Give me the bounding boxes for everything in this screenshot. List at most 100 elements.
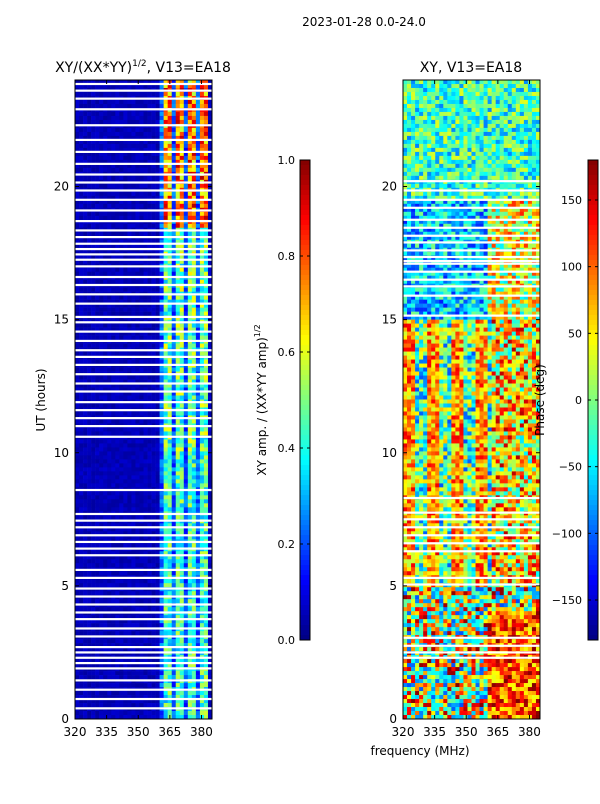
left-flagged-row [75,554,212,556]
right-y-tick-label: 0 [389,712,397,726]
left-flagged-row [75,667,212,669]
left-flagged-row [75,707,212,709]
left-flagged-row [75,220,212,222]
left-colorbar-tick-label: 0.4 [278,442,296,455]
right-flagged-row [403,526,540,528]
left-x-tick-label: 380 [190,725,213,739]
right-flagged-row [403,189,540,191]
right-flagged-row [403,199,540,201]
left-flagged-row [75,229,212,231]
right-heatmap-cells [403,80,540,719]
left-flagged-row [75,390,212,392]
right-flagged-row [403,249,540,251]
left-flagged-row [75,417,212,419]
left-flagged-row [75,209,212,211]
left-flagged-row [75,618,212,620]
left-flagged-row [75,189,212,191]
left-flagged-row [75,689,212,691]
right-x-tick-label: 365 [486,725,509,739]
right-flagged-row [403,645,540,647]
shared-x-axis-label: frequency (MHz) [370,744,469,758]
left-flagged-row [75,248,212,250]
left-colorbar-label-main: XY amp. / (XX*YY amp) [255,337,269,475]
left-colorbar-tick-label: 0.2 [278,538,296,551]
right-flagged-row [403,518,540,520]
right-x-tick-label: 380 [518,725,541,739]
left-flagged-row [75,520,212,522]
left-flagged-row [75,253,212,255]
left-flagged-row [75,181,212,183]
left-flagged-row [75,83,212,85]
right-flagged-row [403,180,540,182]
left-heatmap-cells [75,80,212,719]
left-panel-title-exponent: 1/2 [132,59,146,69]
right-colorbar-tick-label: 150 [561,194,582,207]
left-flagged-row [75,526,212,528]
left-flagged-row [75,679,212,681]
left-flagged-row [75,401,212,403]
right-flagged-row [403,241,540,243]
left-panel-title-main: XY/(XX*YY) [55,60,132,76]
left-colorbar-tick-label: 0.8 [278,250,296,263]
left-x-tick-label: 335 [95,725,118,739]
left-flagged-row [75,489,212,491]
right-flagged-row [403,219,540,221]
right-flagged-row [403,583,540,585]
right-flagged-row [403,637,540,639]
left-flagged-row [75,276,212,278]
left-flagged-row [75,356,212,358]
left-flagged-row [75,284,212,286]
left-flagged-row [75,259,212,261]
left-flagged-row [75,698,212,700]
right-flagged-row [403,550,540,552]
left-y-tick-label: 10 [54,446,69,460]
left-flagged-row [75,627,212,629]
right-colorbar-tick-label: 0 [575,394,582,407]
figure-suptitle: 2023-01-28 0.0-24.0 [302,15,426,29]
right-flagged-row [403,263,540,265]
left-flagged-row [75,657,212,659]
left-y-axis-label: UT (hours) [34,368,48,431]
left-colorbar-label-exponent: 1/2 [253,324,262,337]
right-flagged-row [403,315,540,317]
left-flagged-row [75,265,212,267]
right-y-tick-label: 10 [382,446,397,460]
left-flagged-row [75,108,212,110]
left-flagged-row [75,436,212,438]
right-flagged-row [403,256,540,258]
left-colorbar-tick-label: 0.0 [278,634,296,647]
left-flagged-row [75,569,212,571]
right-flagged-row [403,271,540,273]
right-flagged-row [403,651,540,653]
left-flagged-row [75,651,212,653]
left-flagged-row [75,548,212,550]
right-colorbar-tick-label: −50 [559,461,582,474]
right-flagged-row [403,227,540,229]
left-flagged-row [75,293,212,295]
left-colorbar-gradient [300,160,310,640]
right-flagged-row [403,657,540,659]
right-flagged-row [403,235,540,237]
right-y-tick-label: 5 [389,579,397,593]
left-flagged-row [75,364,212,366]
left-flagged-row [75,662,212,664]
left-flagged-row [75,373,212,375]
left-flagged-row [75,316,212,318]
right-panel-title: XY, V13=EA18 [420,60,522,76]
left-flagged-row [75,577,212,579]
left-y-tick-label: 5 [61,579,69,593]
left-flagged-row [75,646,212,648]
right-colorbar-tick-label: 100 [561,261,582,274]
right-colorbar-tick-label: −100 [552,527,582,540]
right-y-tick-label: 15 [382,313,397,327]
left-y-tick-label: 15 [54,313,69,327]
left-flagged-row [75,349,212,351]
right-colorbar-label: Phase (deg) [533,364,547,436]
left-flagged-row [75,425,212,427]
left-flagged-row [75,236,212,238]
left-x-tick-label: 365 [158,725,181,739]
left-x-tick-label: 350 [127,725,150,739]
left-flagged-row [75,139,212,141]
right-flagged-row [403,577,540,579]
